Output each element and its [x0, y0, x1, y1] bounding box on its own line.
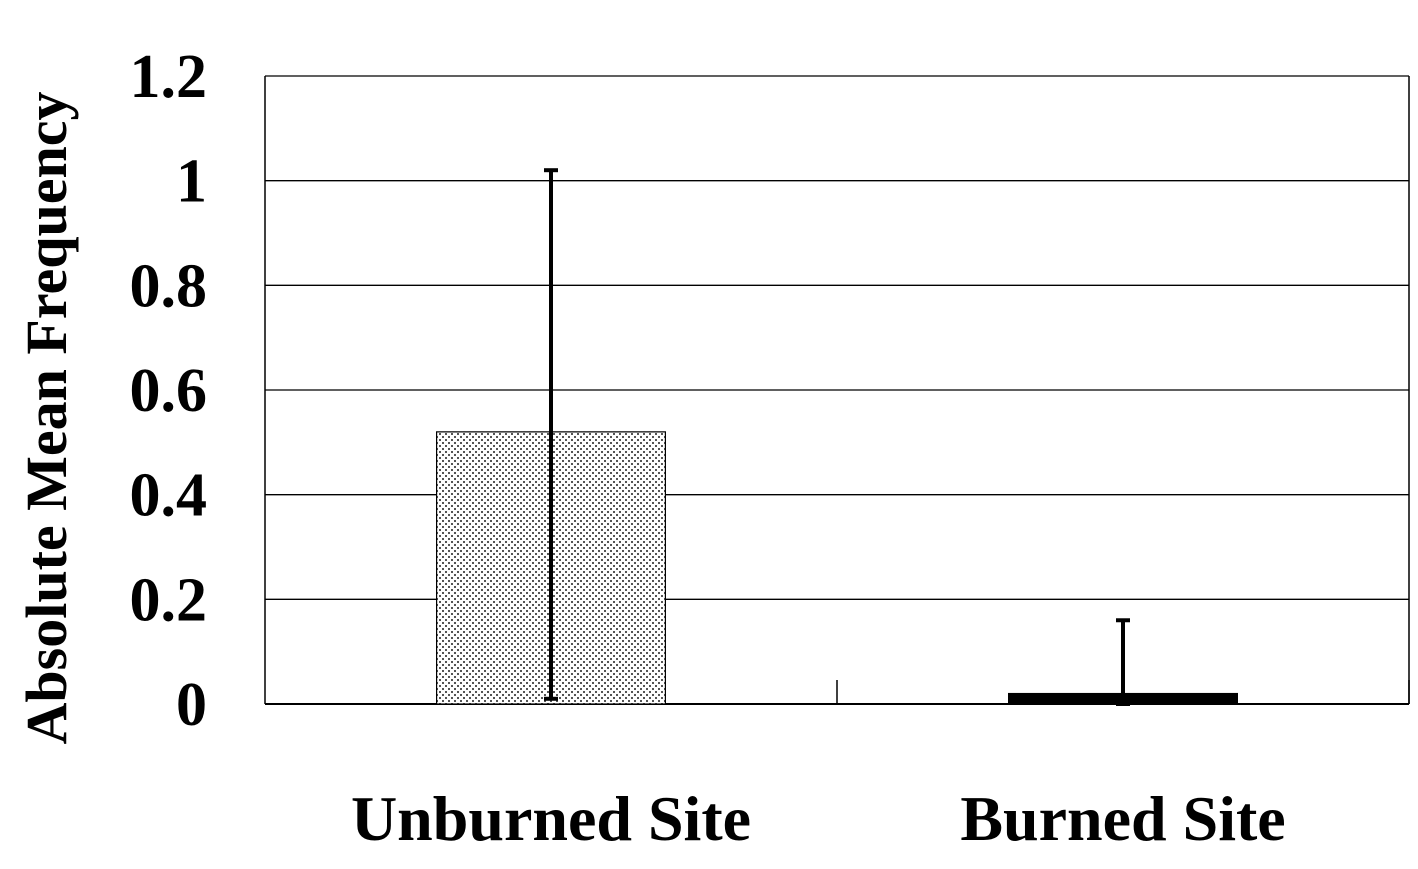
x-category-label: Unburned Site — [351, 783, 751, 854]
y-tick-label: 0.6 — [130, 357, 208, 425]
y-tick-label: 1 — [176, 148, 207, 216]
y-axis-title: Absolute Mean Frequency — [14, 91, 79, 744]
bars — [436, 431, 1238, 705]
y-tick-label: 0.8 — [130, 252, 208, 320]
x-category-label: Burned Site — [960, 783, 1285, 854]
y-tick-label: 1.2 — [130, 43, 208, 111]
y-tick-labels: 0 0.2 0.4 0.6 0.8 1 1.2 — [130, 43, 208, 739]
y-tick-label: 0.4 — [130, 462, 208, 530]
error-bars — [544, 168, 1130, 706]
y-tick-label: 0.2 — [130, 566, 208, 634]
x-category-labels: Unburned Site Burned Site — [351, 783, 1286, 854]
y-tick-label: 0 — [176, 671, 207, 739]
